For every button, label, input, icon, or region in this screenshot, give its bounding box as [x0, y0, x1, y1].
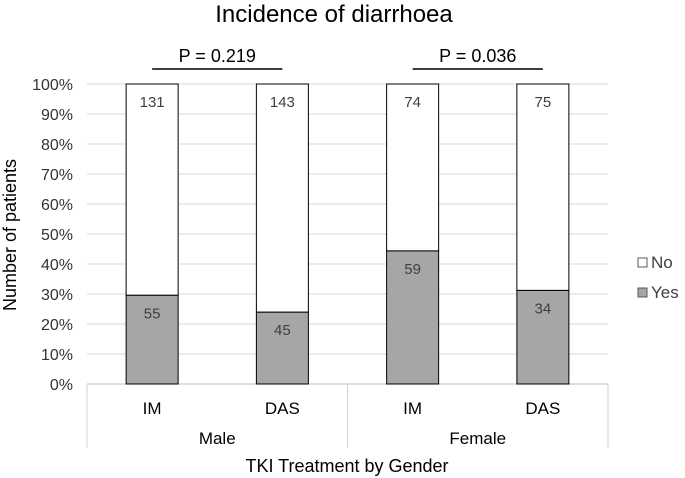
legend-label: No — [651, 253, 673, 272]
bar-segment-no — [386, 83, 440, 252]
y-tick-label: 70% — [41, 167, 73, 184]
x-axis-label: TKI Treatment by Gender — [245, 456, 448, 476]
p-value-label: P = 0.219 — [179, 46, 256, 66]
legend-swatch — [637, 257, 648, 268]
bar-segment-yes — [516, 289, 570, 385]
data-label-yes: 45 — [274, 322, 291, 339]
data-label-no: 74 — [404, 94, 421, 111]
x-category-labels: IM DAS IM DAS — [143, 399, 561, 418]
y-tick-label: 30% — [41, 287, 73, 304]
y-axis-label: Number of patients — [0, 159, 20, 311]
legend-swatch — [637, 287, 648, 298]
x-category-label: IM — [403, 399, 422, 418]
bar-segment-no — [516, 83, 570, 291]
y-tick-label: 20% — [41, 317, 73, 334]
bar-segment-yes — [255, 311, 309, 385]
p-value-label: P = 0.036 — [439, 46, 516, 66]
data-label-no: 131 — [140, 94, 165, 111]
x-category-label: IM — [143, 399, 162, 418]
group-labels: Male Female — [199, 429, 506, 448]
y-tick-label: 40% — [41, 257, 73, 274]
data-label-no: 143 — [270, 94, 295, 111]
data-label-yes: 34 — [535, 300, 552, 317]
chart-title: Incidence of diarrhoea — [215, 1, 453, 28]
x-category-label: DAS — [525, 399, 560, 418]
y-tick-label: 0% — [50, 377, 73, 394]
x-category-label: DAS — [265, 399, 300, 418]
legend: No Yes — [637, 253, 679, 302]
bars — [125, 83, 570, 385]
data-label-yes: 59 — [404, 261, 421, 278]
y-tick-label: 50% — [41, 227, 73, 244]
p-value-annotations: P = 0.219 P = 0.036 — [152, 46, 543, 70]
y-tick-label: 100% — [32, 77, 73, 94]
data-labels: 131 55 143 45 74 59 75 34 — [140, 94, 552, 339]
group-label: Female — [449, 429, 506, 448]
bar-segment-yes — [125, 294, 179, 385]
bar-segment-no — [125, 83, 179, 296]
y-tick-label: 60% — [41, 197, 73, 214]
legend-label: Yes — [651, 283, 679, 302]
bar-segment-no — [255, 83, 309, 313]
y-tick-labels: 0% 10% 20% 30% 40% 50% 60% 70% 80% 90% 100% — [32, 77, 73, 394]
group-label: Male — [199, 429, 236, 448]
y-tick-label: 90% — [41, 107, 73, 124]
y-tick-label: 80% — [41, 137, 73, 154]
bar-segment-yes — [386, 250, 440, 385]
data-label-no: 75 — [535, 94, 552, 111]
y-tick-label: 10% — [41, 347, 73, 364]
data-label-yes: 55 — [144, 305, 161, 322]
